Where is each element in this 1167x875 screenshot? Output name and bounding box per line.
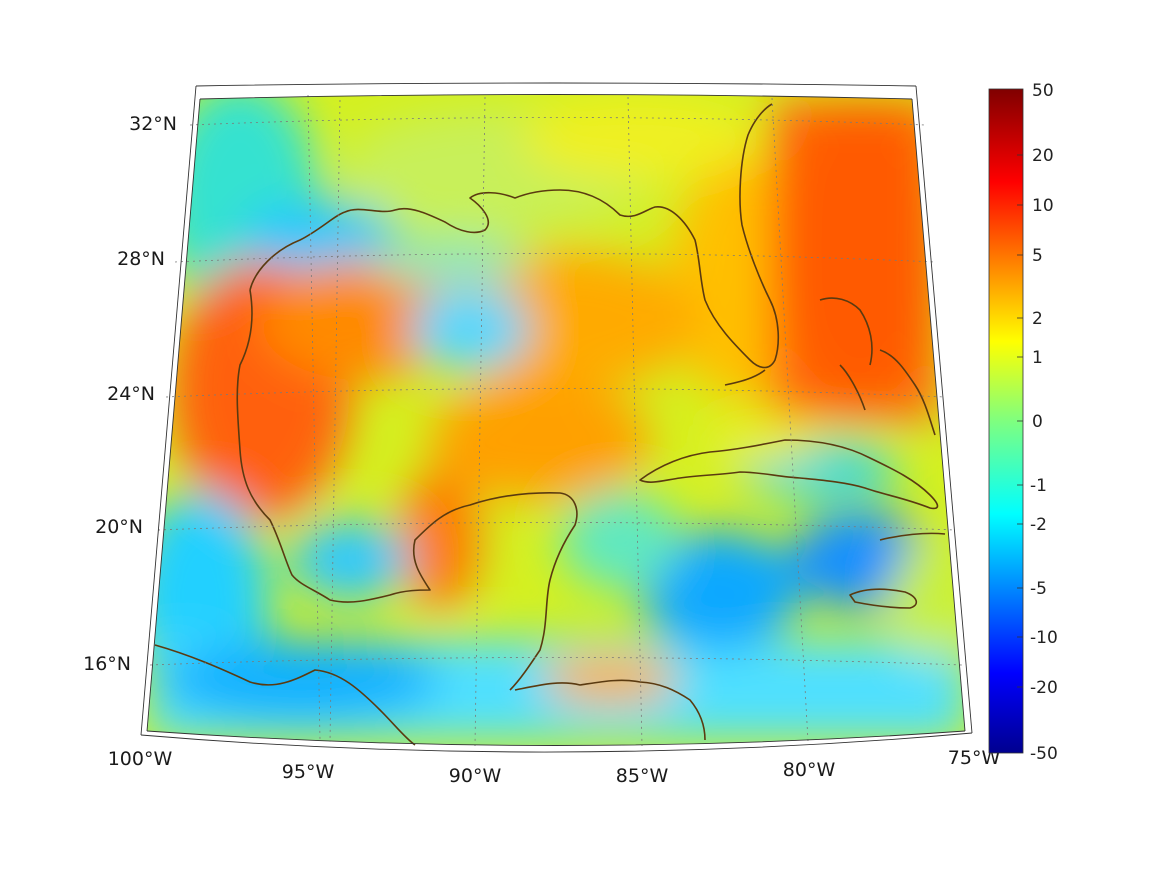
cb-label: -10 bbox=[1030, 628, 1058, 648]
us-gulf-coast bbox=[249, 103, 780, 369]
cb-label: 50 bbox=[1032, 81, 1054, 101]
lon-label-85w: 85°W bbox=[616, 765, 669, 787]
lat-label-20n: 20°N bbox=[95, 516, 143, 538]
colorbar-labels: 50 20 10 5 2 1 0 -1 -2 -5 -10 -20 -50 bbox=[1030, 81, 1058, 764]
hispaniola-south bbox=[879, 532, 946, 541]
data-field bbox=[147, 94, 965, 746]
mexico-coast bbox=[236, 289, 578, 691]
cb-label: -2 bbox=[1030, 515, 1047, 535]
lon-label-75w: 75°W bbox=[948, 747, 1001, 769]
pacific-coast bbox=[154, 644, 416, 746]
lat-label-32n: 32°N bbox=[129, 113, 177, 135]
jamaica bbox=[849, 588, 918, 609]
cb-label: -50 bbox=[1030, 744, 1058, 764]
cb-label: 0 bbox=[1032, 412, 1043, 432]
cb-label: -5 bbox=[1030, 579, 1047, 599]
bahamas bbox=[819, 297, 936, 436]
lat-label-16n: 16°N bbox=[83, 653, 131, 675]
cb-label: 5 bbox=[1032, 246, 1043, 266]
lat-label-24n: 24°N bbox=[107, 383, 155, 405]
lat-label-28n: 28°N bbox=[117, 248, 165, 270]
longitude-labels: 100°W 95°W 90°W 85°W 80°W 75°W bbox=[108, 747, 1001, 787]
lon-label-80w: 80°W bbox=[783, 759, 836, 781]
lon-label-100w: 100°W bbox=[108, 748, 173, 770]
lon-label-90w: 90°W bbox=[449, 765, 502, 787]
cb-label: 1 bbox=[1032, 348, 1043, 368]
cb-label: 2 bbox=[1032, 309, 1043, 329]
map-frame bbox=[140, 82, 973, 753]
cb-label: 20 bbox=[1032, 146, 1054, 166]
cb-label: -20 bbox=[1030, 678, 1058, 698]
colorbar-ticks bbox=[1017, 154, 1023, 688]
cb-label: -1 bbox=[1030, 476, 1047, 496]
central-america-coast bbox=[514, 679, 706, 741]
lon-label-95w: 95°W bbox=[282, 761, 335, 783]
graticule bbox=[149, 94, 963, 747]
coastlines bbox=[154, 103, 946, 746]
florida-keys bbox=[724, 369, 766, 386]
cuba bbox=[639, 439, 939, 510]
cb-label: 10 bbox=[1032, 196, 1054, 216]
colorbar: 50 20 10 5 2 1 0 -1 -2 -5 -10 -20 -50 bbox=[988, 81, 1058, 764]
latitude-labels: 32°N 28°N 24°N 20°N 16°N bbox=[83, 113, 177, 675]
